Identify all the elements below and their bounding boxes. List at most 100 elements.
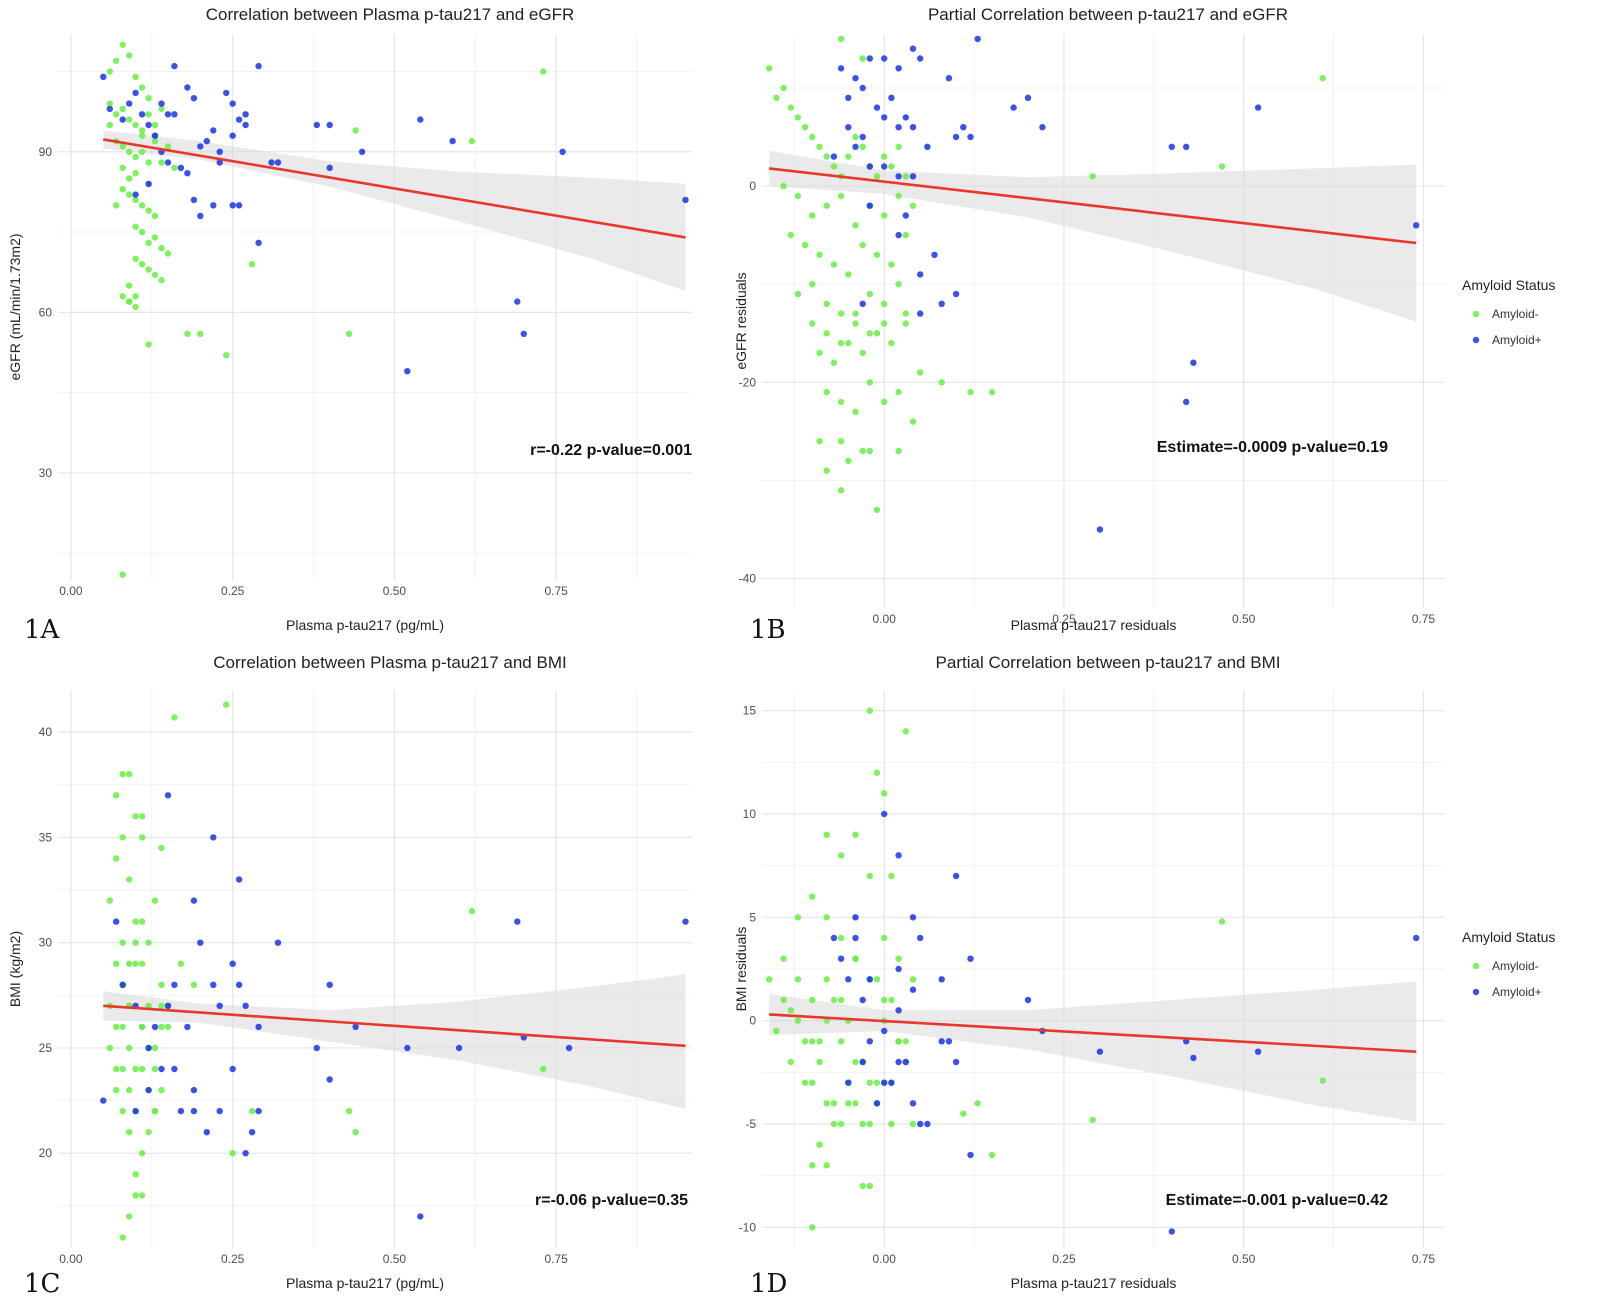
point-amyloid-pos: [837, 955, 845, 962]
point-amyloid-neg: [773, 94, 780, 102]
x-tick-label: 0.75: [544, 584, 568, 598]
point-amyloid-neg: [794, 914, 802, 921]
legend-swatch-amyloid-pos: [1472, 988, 1480, 996]
point-amyloid-neg: [852, 1058, 859, 1066]
point-amyloid-pos: [229, 132, 236, 139]
point-amyloid-pos: [210, 834, 217, 841]
point-amyloid-neg: [190, 981, 198, 988]
point-amyloid-neg: [132, 303, 139, 311]
point-amyloid-neg: [1319, 1077, 1327, 1084]
point-amyloid-pos: [242, 111, 249, 118]
point-amyloid-pos: [235, 202, 243, 209]
point-amyloid-neg: [158, 105, 165, 113]
point-amyloid-pos: [967, 1151, 974, 1159]
point-amyloid-pos: [326, 981, 333, 988]
point-amyloid-neg: [132, 939, 139, 946]
point-amyloid-pos: [210, 202, 217, 209]
x-tick-label: 0.50: [1232, 1252, 1256, 1266]
point-amyloid-neg: [158, 1002, 165, 1009]
point-amyloid-neg: [126, 1129, 133, 1136]
confidence-band: [103, 974, 686, 1109]
point-amyloid-neg: [158, 277, 165, 284]
point-amyloid-pos: [845, 1079, 852, 1086]
point-amyloid-neg: [151, 1107, 159, 1115]
point-amyloid-pos: [859, 300, 866, 307]
point-amyloid-pos: [158, 100, 165, 107]
point-amyloid-pos: [682, 918, 689, 925]
point-amyloid-pos: [177, 1107, 185, 1115]
point-amyloid-pos: [190, 1086, 198, 1094]
y-tick-label: 30: [39, 936, 53, 950]
point-amyloid-neg: [845, 457, 852, 464]
point-amyloid-neg: [852, 320, 859, 327]
point-amyloid-pos: [313, 121, 320, 129]
point-amyloid-pos: [909, 124, 917, 131]
point-amyloid-neg: [177, 960, 185, 967]
point-amyloid-neg: [787, 231, 794, 239]
point-amyloid-neg: [248, 261, 256, 268]
point-amyloid-neg: [816, 1141, 823, 1148]
point-amyloid-pos: [881, 163, 888, 170]
point-amyloid-pos: [1413, 222, 1420, 229]
point-amyloid-neg: [830, 261, 838, 268]
point-amyloid-neg: [223, 701, 230, 708]
point-amyloid-neg: [823, 831, 830, 838]
point-amyloid-neg: [352, 127, 359, 134]
point-amyloid-neg: [248, 1107, 256, 1115]
point-amyloid-neg: [468, 907, 476, 915]
point-amyloid-neg: [866, 1182, 873, 1190]
point-amyloid-pos: [132, 89, 139, 97]
point-amyloid-pos: [1096, 1048, 1104, 1055]
point-amyloid-neg: [917, 369, 924, 376]
point-amyloid-neg: [909, 202, 917, 209]
legend-label-amyloid-pos: Amyloid+: [1492, 985, 1542, 999]
point-amyloid-neg: [837, 438, 845, 445]
point-amyloid-neg: [126, 282, 133, 289]
point-amyloid-neg: [809, 281, 816, 288]
point-amyloid-pos: [938, 300, 945, 307]
point-amyloid-pos: [164, 111, 172, 118]
point-amyloid-pos: [1190, 1054, 1197, 1062]
y-axis-label: eGFR residuals: [733, 272, 749, 369]
point-amyloid-neg: [126, 116, 133, 123]
point-amyloid-neg: [119, 939, 126, 946]
point-amyloid-neg: [909, 1120, 917, 1128]
point-amyloid-neg: [859, 1120, 866, 1128]
point-amyloid-pos: [960, 124, 967, 131]
point-amyloid-neg: [145, 239, 152, 246]
point-amyloid-pos: [203, 137, 210, 145]
point-amyloid-pos: [924, 1120, 931, 1128]
point-amyloid-neg: [151, 897, 159, 904]
point-amyloid-neg: [866, 1079, 873, 1086]
point-amyloid-neg: [113, 855, 120, 862]
point-amyloid-neg: [113, 1023, 120, 1031]
point-amyloid-neg: [1089, 1116, 1096, 1124]
point-amyloid-neg: [119, 571, 126, 578]
x-tick-label: 0.50: [383, 1252, 407, 1266]
point-amyloid-neg: [119, 1234, 126, 1241]
x-axis-label: Plasma p-tau217 residuals: [1011, 617, 1177, 633]
point-amyloid-pos: [873, 1100, 881, 1107]
point-amyloid-neg: [138, 228, 146, 236]
point-amyloid-pos: [938, 1038, 945, 1045]
regression-line: [769, 1013, 1417, 1053]
point-amyloid-pos: [1096, 526, 1104, 533]
chart-title: Partial Correlation between p-tau217 and…: [928, 5, 1288, 24]
point-amyloid-neg: [895, 388, 902, 396]
point-amyloid-pos: [145, 121, 152, 129]
point-amyloid-pos: [216, 1107, 223, 1115]
point-amyloid-pos: [113, 918, 120, 925]
legend-title: Amyloid Status: [1462, 277, 1555, 293]
point-amyloid-neg: [119, 186, 126, 193]
y-tick-label: -40: [739, 572, 757, 586]
point-amyloid-pos: [924, 143, 931, 150]
point-amyloid-pos: [852, 75, 859, 82]
point-amyloid-neg: [151, 271, 159, 279]
point-amyloid-neg: [888, 163, 895, 170]
point-amyloid-pos: [917, 310, 924, 317]
point-amyloid-pos: [917, 55, 924, 62]
y-tick-label: 90: [39, 145, 53, 159]
point-amyloid-pos: [866, 202, 873, 209]
point-amyloid-neg: [909, 418, 917, 425]
point-amyloid-neg: [119, 164, 126, 171]
